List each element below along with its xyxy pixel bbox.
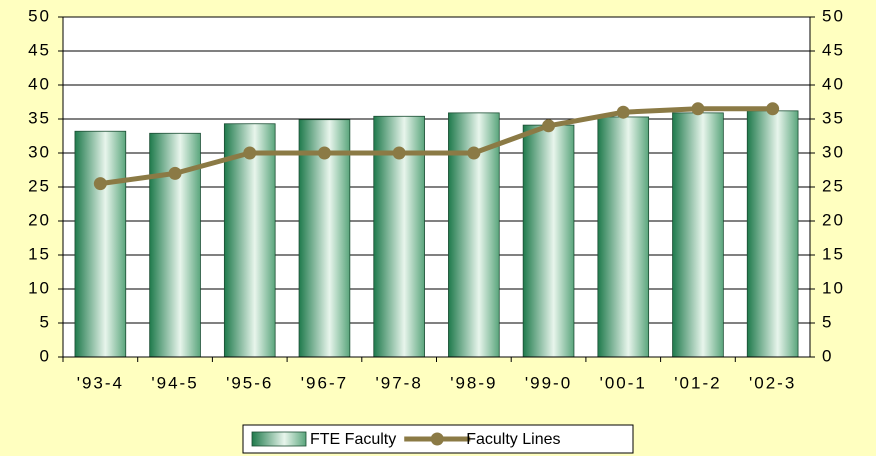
x-tick-label: '98-9: [450, 373, 497, 392]
y2-tick-label: 25: [822, 176, 845, 195]
bar: [672, 112, 724, 358]
line-marker: [317, 146, 331, 160]
bar: [746, 110, 799, 358]
legend-swatch: [251, 431, 307, 447]
y2-tick-label: 45: [822, 40, 845, 59]
x-tick-label: '96-7: [301, 373, 348, 392]
y-tick-label: 15: [28, 244, 51, 263]
legend: FTE Faculty Faculty Lines: [242, 424, 634, 454]
y2-tick-label: 40: [822, 74, 845, 93]
y-tick-label: 0: [40, 346, 51, 365]
y2-tick-label: 10: [822, 278, 845, 297]
y-tick-label: 40: [28, 74, 51, 93]
y-tick-label: 5: [40, 312, 51, 331]
y-tick-label: 45: [28, 40, 51, 59]
line-marker: [766, 102, 780, 116]
y2-tick-label: 15: [822, 244, 845, 263]
line-marker: [243, 146, 257, 160]
line-marker: [93, 177, 107, 191]
line-marker: [691, 102, 705, 116]
y-tick-label: 10: [28, 278, 51, 297]
y-tick-label: 30: [28, 142, 51, 161]
y-tick-label: 35: [28, 108, 51, 127]
line-marker: [392, 146, 406, 160]
bar: [74, 130, 127, 358]
y2-tick-label: 35: [822, 108, 845, 127]
legend-label: FTE Faculty: [310, 431, 396, 448]
y2-tick-label: 30: [822, 142, 845, 161]
x-tick-label: '00-1: [600, 373, 647, 392]
bar: [298, 119, 351, 358]
x-tick-label: '97-8: [376, 373, 423, 392]
x-tick-label: '99-0: [525, 373, 572, 392]
legend-swatch: [430, 432, 444, 446]
line: [100, 106, 773, 187]
x-tick-label: '94-5: [151, 373, 198, 392]
bar: [597, 116, 650, 358]
y2-tick-label: 0: [822, 346, 833, 365]
x-tick-label: '02-3: [749, 373, 796, 392]
y-tick-label: 25: [28, 176, 51, 195]
y-tick-label: 50: [28, 6, 51, 25]
legend-label: Faculty Lines: [466, 431, 560, 448]
y2-tick-label: 50: [822, 6, 845, 25]
line-marker: [467, 146, 481, 160]
line-marker: [616, 105, 630, 119]
line-marker: [542, 119, 556, 133]
bar: [223, 123, 276, 358]
x-tick-label: '01-2: [674, 373, 721, 392]
x-tick-label: '93-4: [77, 373, 124, 392]
line-marker: [168, 166, 182, 180]
y-tick-label: 20: [28, 210, 51, 229]
y2-tick-label: 5: [822, 312, 833, 331]
x-tick-label: '95-6: [226, 373, 273, 392]
y2-tick-label: 20: [822, 210, 845, 229]
bar: [522, 124, 575, 358]
